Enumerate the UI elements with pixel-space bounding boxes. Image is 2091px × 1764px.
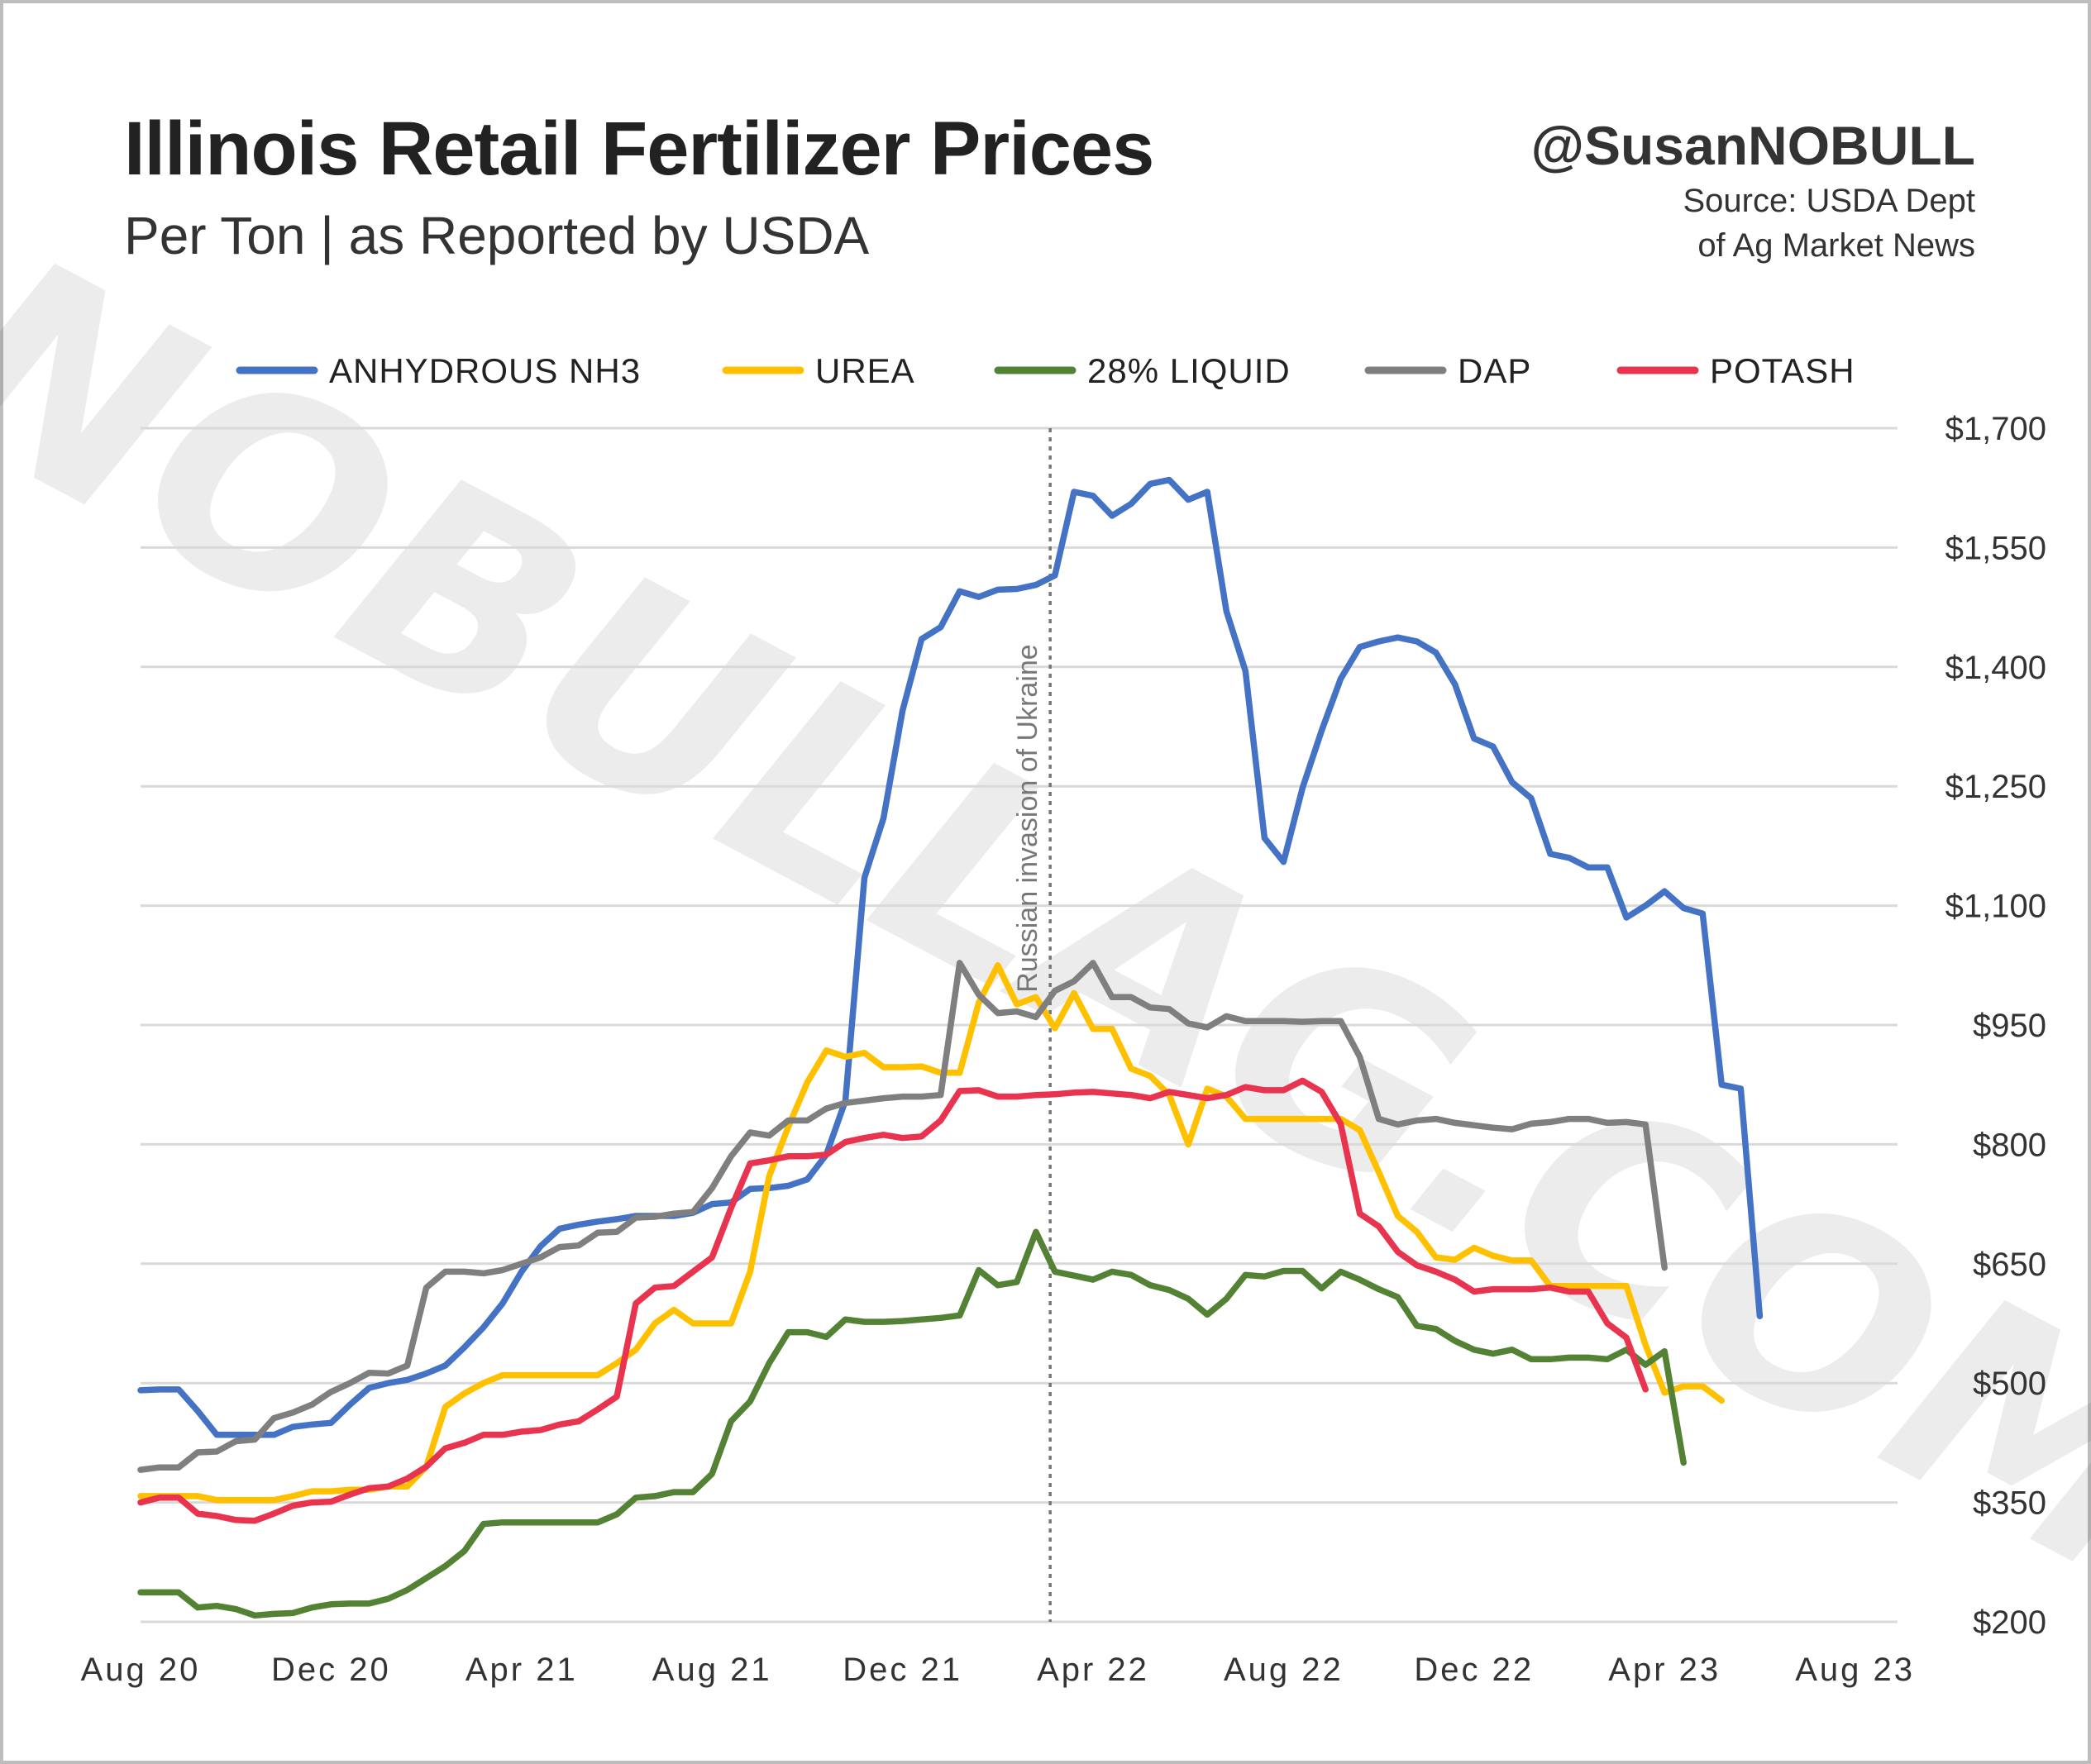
- series-line-anhydrous-nh3: [137, 476, 1764, 1438]
- chart-title: Illinois Retail Fertilizer Prices: [124, 107, 1154, 191]
- x-tick-label: Apr 21: [465, 1652, 578, 1688]
- y-tick-label: $500: [1973, 1366, 2046, 1402]
- series-line-28-liquid: [137, 1228, 1687, 1619]
- x-tick-label: Aug 20: [81, 1652, 201, 1688]
- y-tick-label: $350: [1973, 1485, 2046, 1522]
- x-axis: Aug 20 Dec 20 Apr 21 Aug 21 Dec 21 Apr 22 Aug …: [81, 1652, 1915, 1688]
- y-tick-label: $950: [1973, 1008, 2046, 1044]
- x-tick-label: Aug 22: [1224, 1652, 1344, 1688]
- x-tick-label: Aug 23: [1795, 1652, 1915, 1688]
- x-tick-label: Aug 21: [652, 1652, 772, 1688]
- series-line-urea: [137, 962, 1726, 1504]
- chart-subtitle: Per Ton | as Reported by USDA: [124, 206, 870, 265]
- annotation: Russian invasion of Ukraine: [1012, 428, 1052, 1622]
- y-axis: $200 $350 $500 $650 $800 $950 $1,100 $1,250 $1,4…: [1945, 411, 2046, 1641]
- gridlines: [141, 427, 1898, 1623]
- series-line-potash: [137, 1077, 1649, 1524]
- legend-label-anhydrous-nh3: ANHYDROUS NH3: [329, 351, 641, 390]
- source-line-2: of Ag Market News: [1697, 227, 1975, 264]
- legend-label-potash: POTASH: [1710, 351, 1855, 390]
- annotation-label: Russian invasion of Ukraine: [1012, 644, 1043, 992]
- y-tick-label: $650: [1973, 1247, 2046, 1283]
- x-tick-label: Apr 22: [1037, 1652, 1149, 1688]
- source-note: Source: USDA Dept of Ag Market News: [1683, 179, 1976, 268]
- legend-label-dap: DAP: [1458, 351, 1531, 390]
- y-tick-label: $1,550: [1945, 530, 2046, 566]
- legend: ANHYDROUS NH3 UREA 28% LIQUID DAP POTASH: [236, 351, 1855, 390]
- y-tick-label: $1,400: [1945, 650, 2046, 686]
- legend-label-urea: UREA: [815, 351, 915, 390]
- x-tick-label: Dec 20: [271, 1652, 391, 1688]
- y-tick-label: $800: [1973, 1127, 2046, 1163]
- series-lines: [137, 476, 1764, 1619]
- source-line-1: Source: USDA Dept: [1683, 183, 1976, 219]
- author-handle: @SusanNOBULL: [1530, 115, 1975, 176]
- y-tick-label: $1,700: [1945, 411, 2046, 447]
- x-tick-label: Dec 21: [843, 1652, 962, 1688]
- y-tick-label: $200: [1973, 1604, 2046, 1641]
- legend-label-28-liquid: 28% LIQUID: [1087, 351, 1291, 390]
- x-tick-label: Apr 23: [1608, 1652, 1721, 1688]
- series-line-dap: [137, 960, 1668, 1473]
- y-tick-label: $1,250: [1945, 769, 2046, 805]
- x-tick-label: Dec 22: [1414, 1652, 1534, 1688]
- y-tick-label: $1,100: [1945, 889, 2046, 925]
